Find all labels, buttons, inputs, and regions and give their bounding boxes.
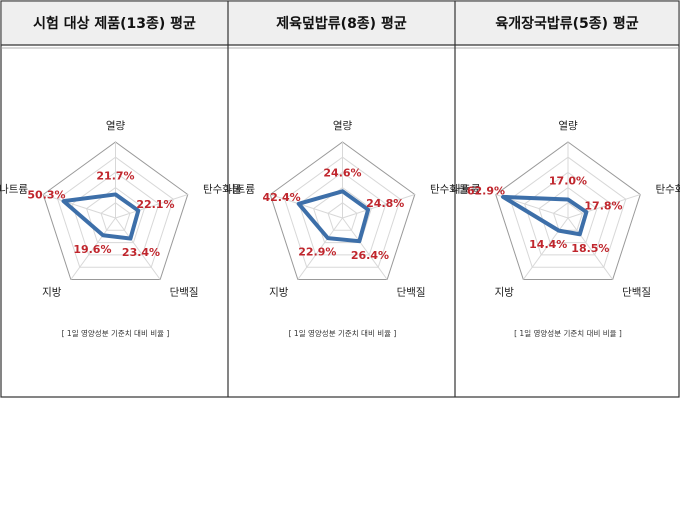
value-label: 19.6% [73, 243, 111, 256]
grid-ring [284, 156, 401, 268]
value-label: 22.9% [298, 246, 336, 259]
category-label: 나트륨 [0, 184, 28, 196]
category-label: 단백질 [170, 286, 199, 298]
footnote: [ 1일 영양성분 기준치 대비 비율 ] [62, 328, 170, 338]
category-label: 지방 [269, 286, 289, 298]
spoke [43, 194, 116, 219]
value-label: 21.7% [96, 169, 134, 182]
grid-ring [269, 141, 416, 280]
footnote: [ 1일 영양성분 기준치 대비 비율 ] [514, 328, 622, 338]
spoke [522, 217, 569, 280]
category-label: 나트륨 [226, 184, 255, 196]
value-label: 26.4% [351, 249, 389, 262]
panel-title: 시험 대상 제품(13종) 평균 [33, 15, 196, 32]
category-label: 열량 [333, 120, 353, 132]
spoke [567, 194, 641, 219]
spoke [342, 217, 388, 280]
category-label: 탄수화물 [203, 184, 242, 196]
grid-ring [538, 186, 598, 244]
value-label: 17.0% [549, 175, 587, 188]
value-label: 24.8% [366, 197, 404, 210]
spoke [115, 217, 161, 280]
value-label: 18.5% [571, 242, 609, 255]
category-label: 탄수화물 [655, 184, 680, 196]
grid-ring [313, 186, 372, 244]
grid-ring [327, 202, 358, 231]
header-bg [1, 1, 679, 45]
grid-ring [495, 141, 641, 280]
value-label: 22.1% [136, 198, 174, 211]
panel-title: 제육덮밥류(8종) 평균 [276, 15, 407, 32]
grid-ring [42, 141, 189, 280]
category-label: 단백질 [622, 286, 651, 298]
category-label: 나트륨 [452, 184, 481, 196]
spoke [567, 217, 614, 280]
category-label: 단백질 [397, 286, 426, 298]
value-label: 50.3% [27, 189, 65, 202]
data-line [61, 192, 141, 241]
grid-ring [100, 202, 131, 231]
value-label: 24.6% [323, 166, 361, 179]
footnote: [ 1일 영양성분 기준치 대비 비율 ] [289, 328, 397, 338]
grid-ring [86, 186, 145, 244]
grid-ring [509, 156, 627, 268]
spoke [270, 194, 343, 219]
category-label: 지방 [42, 286, 62, 298]
grid-ring [57, 156, 174, 268]
spoke [342, 194, 415, 219]
panel-title: 육개장국밥류(5종) 평균 [495, 15, 638, 32]
category-label: 탄수화물 [430, 184, 469, 196]
data-line [296, 189, 371, 244]
value-label: 62.9% [467, 184, 505, 197]
spoke [115, 194, 188, 219]
grid-ring [298, 171, 387, 256]
value-label: 42.4% [263, 191, 301, 204]
data-line [501, 194, 589, 237]
value-label: 23.4% [122, 246, 160, 259]
value-label: 17.8% [584, 199, 622, 212]
spoke [297, 217, 343, 280]
category-label: 열량 [106, 120, 126, 132]
value-label: 14.4% [529, 238, 567, 251]
category-label: 열량 [558, 120, 578, 132]
category-label: 지방 [495, 286, 515, 298]
spoke [70, 217, 116, 280]
